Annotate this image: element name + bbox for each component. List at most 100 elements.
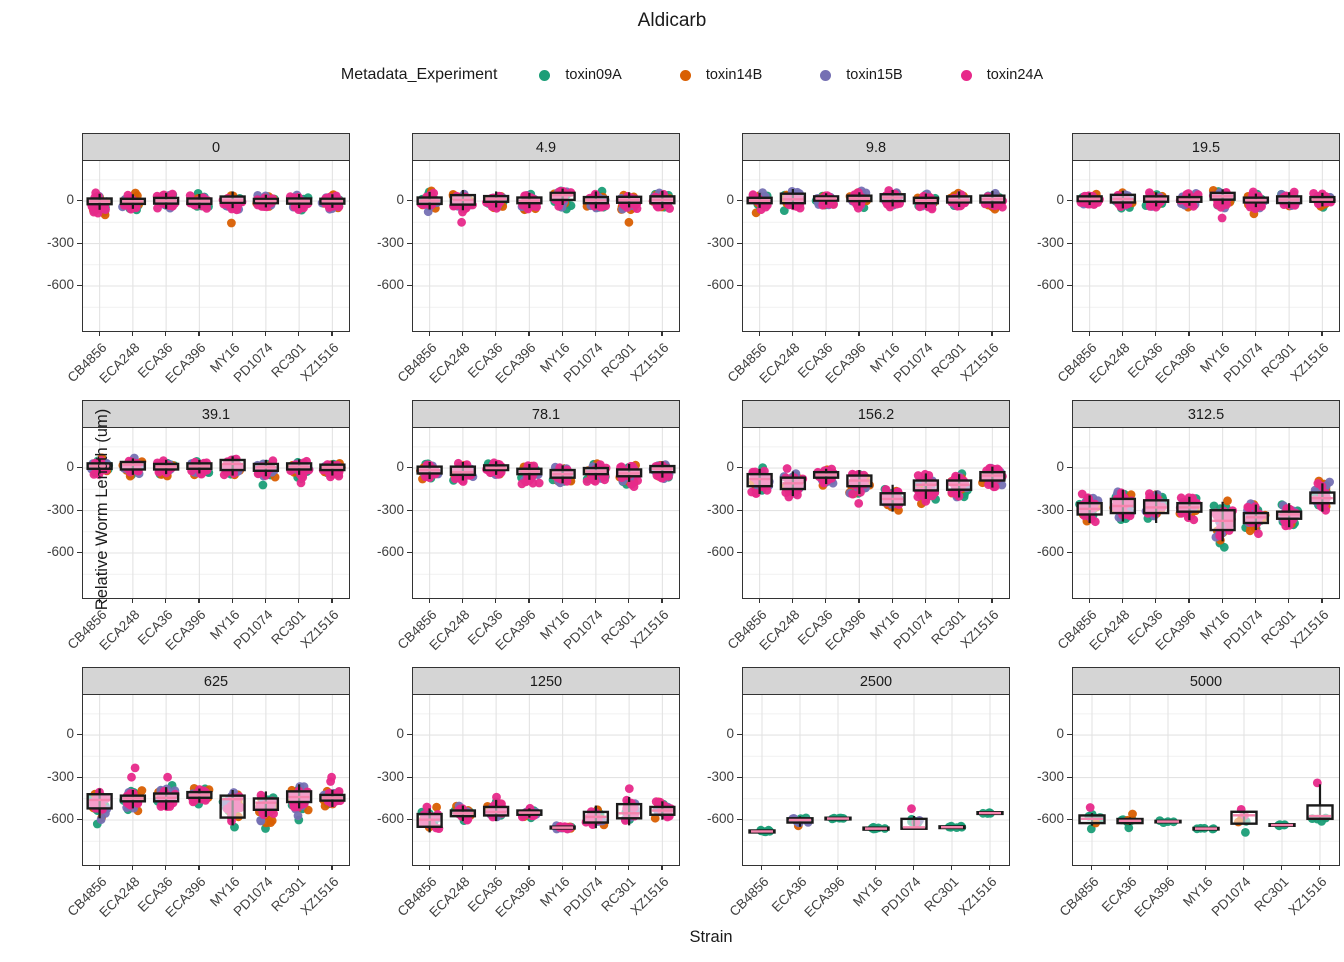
y-tick-mark <box>1067 776 1072 778</box>
x-tick-mark <box>991 331 993 336</box>
y-tick-mark <box>77 242 82 244</box>
facet-panel <box>82 160 350 332</box>
x-tick-mark <box>331 598 333 603</box>
y-tick-mark <box>1067 467 1072 469</box>
y-tick-label: 0 <box>396 192 404 208</box>
x-tick-mark <box>761 865 763 870</box>
facet-19.5: 19.5 0 -300 -600 CB4856 ECA248 ECA36 ECA396 MY16… <box>1020 133 1342 400</box>
x-tick-mark <box>1288 331 1290 336</box>
facet-156.2: 156.2 0 -300 -600 CB4856 ECA248 ECA36 ECA396 MY1… <box>690 400 1012 667</box>
y-tick-label: -300 <box>376 234 404 250</box>
y-tick-mark <box>77 509 82 511</box>
facet-panel <box>1072 160 1340 332</box>
x-tick-mark <box>924 598 927 603</box>
y-tick-label: -600 <box>706 810 734 826</box>
x-tick-mark <box>98 331 100 336</box>
x-tick-mark <box>461 865 464 870</box>
facet-strip-label: 2500 <box>742 667 1010 696</box>
facet-panel <box>742 694 1010 866</box>
facet-5000: 5000 0 -300 -600 CB4856 ECA36 ECA396 MY16 PD1074… <box>1020 667 1342 934</box>
y-tick-label: 0 <box>396 726 404 742</box>
facet-0: 0 0 -300 -600 CB4856 ECA248 ECA36 ECA396 MY16 PD1… <box>30 133 352 400</box>
legend-item-label: toxin14B <box>705 67 763 83</box>
x-tick-mark <box>1243 865 1245 870</box>
y-tick-mark <box>1067 285 1072 287</box>
y-tick-label: 0 <box>726 192 734 208</box>
x-tick-mark <box>264 865 267 870</box>
facet-39.1: 39.1 0 -300 -600 CB4856 ECA248 ECA36 ECA396 MY16… <box>30 400 352 667</box>
x-tick-mark <box>891 331 893 336</box>
x-tick-mark <box>1088 331 1090 336</box>
y-tick-mark <box>407 552 412 554</box>
y-tick-mark <box>407 509 412 511</box>
x-tick-mark <box>331 331 333 336</box>
x-tick-mark <box>165 598 167 603</box>
boxplots <box>416 797 676 833</box>
x-tick-mark <box>528 598 530 603</box>
x-tick-mark <box>628 865 630 870</box>
x-tick-mark <box>561 865 563 870</box>
x-tick-mark <box>331 865 333 870</box>
y-tick-label: 0 <box>66 192 74 208</box>
boxplots <box>746 466 1006 512</box>
x-tick-mark <box>1155 598 1157 603</box>
boxplots <box>746 189 1006 210</box>
y-tick-label: -300 <box>46 234 74 250</box>
y-tick-label: -600 <box>1036 810 1064 826</box>
x-tick-mark <box>1188 331 1190 336</box>
x-tick-mark <box>98 865 100 870</box>
x-tick-mark <box>858 331 860 336</box>
boxplots <box>1076 483 1336 542</box>
legend-items: toxin09A toxin14B toxin15B toxin24A <box>539 67 1043 83</box>
x-tick-mark <box>298 598 300 603</box>
legend-item-toxin24A: toxin24A <box>960 67 1043 83</box>
y-tick-mark <box>737 734 742 736</box>
y-tick-label: -600 <box>376 543 404 559</box>
legend-item-toxin09A: toxin09A <box>539 67 622 83</box>
facet-strip-label: 78.1 <box>412 400 680 429</box>
y-tick-mark <box>407 200 412 202</box>
x-tick-mark <box>951 865 953 870</box>
x-tick-mark <box>1091 865 1093 870</box>
x-tick-mark <box>791 598 794 603</box>
x-tick-mark <box>131 331 134 336</box>
x-tick-mark <box>461 598 464 603</box>
x-tick-mark <box>264 331 267 336</box>
x-tick-mark <box>825 598 827 603</box>
facet-strip-label: 0 <box>82 133 350 162</box>
x-tick-mark <box>1221 598 1223 603</box>
y-tick-mark <box>407 285 412 287</box>
y-tick-mark <box>1067 734 1072 736</box>
legend-dot-icon <box>539 69 551 81</box>
y-tick-mark <box>1067 552 1072 554</box>
facet-312.5: 312.5 0 -300 -600 CB4856 ECA248 ECA36 ECA396 MY1… <box>1020 400 1342 667</box>
x-tick-mark <box>298 865 300 870</box>
y-tick-label: -300 <box>706 234 734 250</box>
x-tick-mark <box>561 331 563 336</box>
facet-grid: 0 0 -300 -600 CB4856 ECA248 ECA36 ECA396 MY16 PD1… <box>30 133 1344 943</box>
x-tick-mark <box>495 865 497 870</box>
facet-2500: 2500 0 -300 -600 CB4856 ECA36 ECA396 MY16 PD1074… <box>690 667 1012 934</box>
facet-panel <box>1072 694 1340 866</box>
x-tick-mark <box>799 865 801 870</box>
facet-panel <box>82 427 350 599</box>
x-tick-mark <box>758 331 760 336</box>
x-tick-mark <box>1205 865 1207 870</box>
y-tick-label: -600 <box>46 810 74 826</box>
facet-panel <box>412 694 680 866</box>
legend: Metadata_Experiment toxin09A toxin14B toxi… <box>20 66 1344 84</box>
y-tick-mark <box>1067 509 1072 511</box>
legend-title: Metadata_Experiment <box>340 66 498 83</box>
x-tick-mark <box>891 598 893 603</box>
y-tick-mark <box>737 552 742 554</box>
x-tick-mark <box>165 331 167 336</box>
x-tick-mark <box>594 598 597 603</box>
legend-item-toxin14B: toxin14B <box>679 67 763 83</box>
y-axis-title: Relative Worm Length (um) <box>93 408 112 611</box>
y-tick-mark <box>407 734 412 736</box>
y-tick-label: 0 <box>396 459 404 475</box>
x-tick-mark <box>858 598 860 603</box>
x-axis-title: Strain <box>689 928 733 946</box>
y-tick-mark <box>737 467 742 469</box>
facet-panel <box>82 694 350 866</box>
